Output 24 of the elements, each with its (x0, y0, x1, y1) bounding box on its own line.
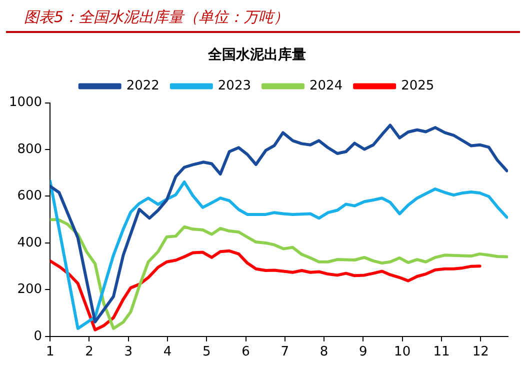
y-tick-label: 0 (34, 328, 42, 344)
legend-label: 2025 (401, 78, 434, 94)
x-tick-label: 2 (85, 344, 94, 360)
y-tick-label: 400 (17, 235, 42, 250)
x-tick-label: 8 (320, 344, 328, 360)
y-tick-label: 1000 (8, 95, 42, 110)
chart-title: 全国水泥出库量 (207, 46, 306, 64)
text: 图表5：全国水泥出库量（单位：万吨） (24, 8, 290, 27)
x-tick-label: 11 (433, 344, 450, 360)
x-tick-label: 10 (394, 344, 411, 360)
x-tick-label: 3 (124, 344, 132, 360)
x-tick-label: 5 (202, 344, 211, 360)
y-tick-label: 200 (17, 282, 42, 298)
x-tick-label: 4 (163, 344, 172, 360)
x-tick-label: 9 (359, 344, 368, 360)
legend-label: 2024 (310, 78, 343, 94)
legend-label: 2023 (218, 78, 252, 94)
x-tick-label: 12 (472, 344, 489, 360)
x-tick-label: 1 (46, 344, 54, 360)
x-tick-label: 6 (242, 344, 250, 360)
legend-label: 2022 (126, 78, 160, 94)
y-tick-label: 600 (17, 188, 42, 204)
x-tick-label: 7 (280, 344, 290, 360)
y-tick-label: 800 (17, 142, 42, 157)
